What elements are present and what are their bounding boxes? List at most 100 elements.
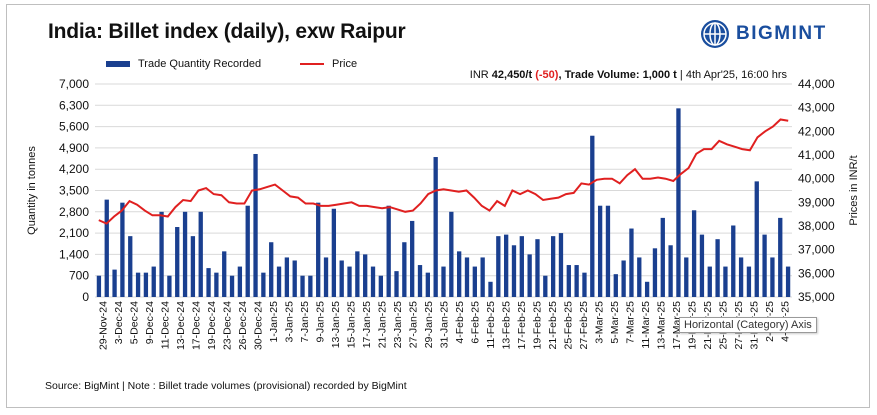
quantity-bar (684, 257, 689, 297)
y-right-tick-label: 41,000 (798, 148, 835, 162)
quantity-bar (472, 266, 477, 297)
x-tick-label: 1-Jan-25 (268, 301, 280, 343)
quantity-bar (590, 135, 595, 297)
quantity-bar (566, 265, 571, 297)
quantity-bar (128, 236, 133, 297)
x-tick-label: 17-Dec-24 (191, 301, 203, 350)
x-tick-label: 23-Jan-25 (392, 301, 404, 348)
quantity-bar (276, 266, 282, 297)
quantity-bar (229, 275, 235, 297)
quantity-bar (292, 260, 297, 297)
quantity-bar (503, 234, 509, 297)
y-left-tick-label: 5,600 (59, 120, 89, 134)
x-tick-label: 5-Mar-25 (609, 301, 621, 344)
quantity-bar (245, 205, 250, 297)
quantity-bar (214, 272, 219, 297)
quantity-bar (323, 257, 329, 297)
quantity-bar (339, 260, 344, 297)
x-tick-label: 27-Jan-25 (408, 301, 420, 348)
quantity-bar (449, 211, 454, 297)
quantity-bar (112, 269, 117, 297)
quantity-bar (519, 236, 524, 297)
quantity-bar (778, 217, 783, 297)
quantity-bar (433, 157, 438, 297)
x-tick-label: 30-Dec-24 (253, 301, 265, 350)
quantity-bar (300, 275, 305, 297)
quantity-bar (394, 271, 399, 297)
price-info: INR 42,450/t (-50), Trade Volume: 1,000 … (470, 69, 787, 81)
quantity-bar (699, 234, 705, 297)
quantity-bar (746, 266, 752, 297)
quantity-bar (480, 257, 485, 297)
quantity-bar (488, 281, 493, 297)
quantity-bar (668, 245, 673, 297)
quantity-bar (731, 225, 736, 297)
x-tick-label: 11-Dec-24 (160, 301, 172, 349)
y-left-tick-label: 4,900 (59, 141, 89, 155)
quantity-bar (120, 202, 125, 297)
quantity-bar (582, 272, 587, 297)
y-left-tick-label: 2,800 (59, 205, 89, 219)
legend-bar-label: Trade Quantity Recorded (138, 58, 262, 70)
quantity-bar (96, 275, 102, 297)
quantity-bar (237, 266, 243, 297)
y-right-tick-label: 44,000 (798, 77, 835, 91)
quantity-bar (182, 211, 188, 297)
x-tick-label: 19-Dec-24 (206, 301, 218, 350)
quantity-bar (652, 248, 658, 297)
quantity-bar (613, 274, 618, 297)
quantity-bar (754, 181, 759, 297)
x-tick-label: 13-Jan-25 (330, 301, 342, 348)
quantity-bar (527, 254, 532, 297)
info-volume: , Trade Volume: 1,000 t (558, 69, 677, 81)
x-tick-label: 19-Feb-25 (531, 301, 543, 350)
quantity-bar (425, 272, 430, 297)
x-tick-label: 7-Jan-25 (299, 301, 311, 343)
x-tick-label: 17-Jan-25 (361, 301, 373, 348)
x-tick-label: 6-Feb-25 (469, 301, 481, 344)
quantity-bar (511, 245, 517, 297)
y-left-tick-label: 6,300 (59, 98, 89, 112)
quantity-bar (558, 233, 564, 297)
quantity-bar (222, 251, 227, 297)
bigmint-globe-icon (701, 20, 729, 48)
quantity-bar (676, 108, 681, 297)
quantity-bar (261, 272, 266, 297)
quantity-bar (464, 257, 470, 297)
quantity-bar (691, 210, 697, 297)
quantity-bar (762, 234, 767, 297)
x-tick-label: 3-Jan-25 (284, 301, 296, 343)
info-prefix: INR (469, 69, 492, 81)
x-tick-label: 7-Mar-25 (624, 301, 636, 344)
quantity-bar (496, 236, 501, 297)
info-price: 42,450/t (491, 69, 533, 81)
brand-logo: BIGMINT (700, 17, 827, 51)
quantity-bar (543, 275, 548, 297)
x-tick-label: 17-Mar-25 (671, 301, 683, 350)
x-tick-label: 27-Feb-25 (578, 301, 590, 350)
x-tick-label: 31-Jan-25 (439, 301, 451, 348)
quantity-bar (167, 275, 172, 297)
legend-bar-swatch (106, 61, 130, 67)
quantity-bar (206, 268, 211, 297)
x-tick-label: 13-Mar-25 (655, 301, 667, 350)
legend-line-swatch (300, 63, 324, 65)
brand-name: BIGMINT (736, 23, 827, 44)
quantity-bar (253, 153, 258, 297)
x-tick-label: 3-Mar-25 (593, 301, 605, 344)
x-tick-label: 5-Dec-24 (129, 301, 141, 344)
quantity-bar (104, 199, 109, 297)
chart-title: India: Billet index (daily), exw Raipur (48, 20, 406, 43)
quantity-bar (316, 202, 321, 297)
x-tick-label: 13-Dec-24 (175, 301, 187, 350)
y-left-axis-title: Quantity in tonnes (26, 146, 38, 235)
x-tick-label: 23-Dec-24 (222, 301, 234, 350)
quantity-bar (597, 205, 603, 297)
legend-bar: Trade Quantity Recorded (106, 58, 261, 70)
quantity-bar (135, 272, 141, 297)
quantity-bar (723, 266, 728, 297)
y-right-tick-label: 37,000 (798, 243, 835, 257)
quantity-bar (629, 228, 634, 297)
y-left-tick-label: 2,100 (59, 226, 89, 240)
y-right-tick-label: 35,000 (798, 290, 835, 304)
